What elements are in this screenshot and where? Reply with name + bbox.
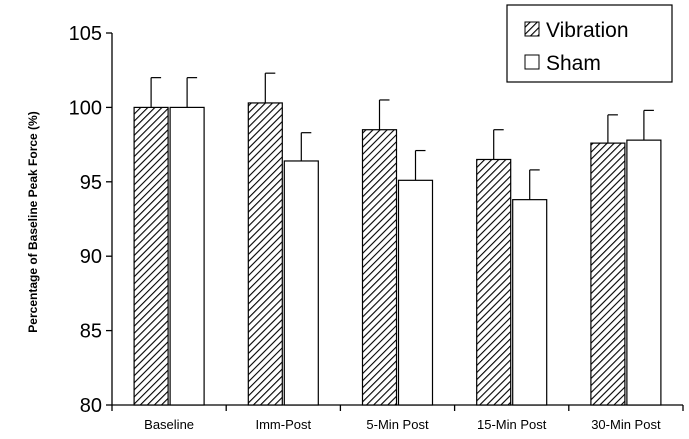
bar-vibration xyxy=(247,102,283,406)
y-tick-label: 85 xyxy=(80,321,102,343)
bar-vibration xyxy=(476,158,512,406)
bar-vibration xyxy=(133,106,169,406)
bar-sham xyxy=(626,139,662,406)
legend: Vibration Sham xyxy=(506,4,673,83)
y-tick-label: 80 xyxy=(80,395,102,417)
x-tick-label: 30-Min Post xyxy=(591,417,661,432)
bars xyxy=(133,72,662,406)
legend-label-vibration: Vibration xyxy=(546,19,629,42)
legend-swatch-vibration xyxy=(524,21,540,37)
x-tick-label: Baseline xyxy=(144,417,194,432)
x-tick-label: 5-Min Post xyxy=(366,417,429,432)
bar-vibration xyxy=(361,129,398,406)
y-tick-label: 100 xyxy=(69,97,102,119)
x-tick-label: 15-Min Post xyxy=(477,417,547,432)
x-tick-labels: Baseline Imm-Post 5-Min Post 15-Min Post 30-… xyxy=(144,417,661,432)
y-axis-label: Percentage of Baseline Peak Force (%) xyxy=(26,111,40,332)
axes: 80 85 90 95 100 105 xyxy=(69,23,684,417)
bar-sham xyxy=(283,160,319,406)
bar-sham xyxy=(397,179,434,406)
bar-sham xyxy=(512,199,548,406)
y-tick-label: 95 xyxy=(80,172,102,194)
legend-swatch-sham xyxy=(524,54,540,70)
bar-sham xyxy=(169,106,205,406)
y-tick-label: 105 xyxy=(69,23,102,45)
bar-vibration xyxy=(590,142,626,406)
y-tick-label: 90 xyxy=(80,246,102,268)
legend-label-sham: Sham xyxy=(546,52,601,75)
x-tick-label: Imm-Post xyxy=(255,417,311,432)
